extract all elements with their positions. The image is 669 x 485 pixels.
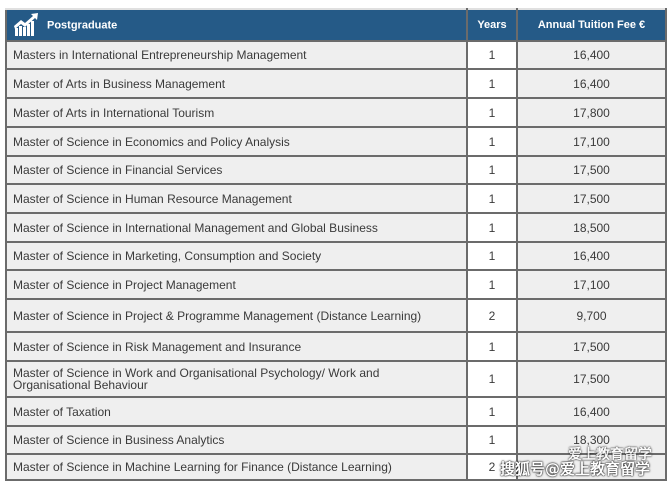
- program-years: 1: [466, 40, 518, 70]
- program-name: Master of Arts in International Tourism: [5, 97, 468, 128]
- table-row: Masters in International Entrepreneurshi…: [5, 40, 667, 70]
- program-fee: 16,400: [516, 68, 667, 99]
- table-row: Master of Science in Business Analytics 1…: [5, 425, 667, 455]
- program-years: 1: [466, 331, 518, 362]
- program-name: Master of Science in Business Analytics: [5, 425, 468, 455]
- table-row: Master of Science in International Manag…: [5, 212, 667, 243]
- program-years: 1: [466, 155, 518, 185]
- program-name: Master of Arts in Business Management: [5, 68, 468, 99]
- program-name: Master of Science in Risk Management and…: [5, 331, 468, 362]
- program-years: 1: [466, 126, 518, 157]
- table-header: Postgraduate Years Annual Tuition Fee €: [5, 8, 667, 42]
- program-years: 2: [466, 453, 518, 481]
- table-row: Master of Science in Project Management 1…: [5, 269, 667, 300]
- program-years: 1: [466, 360, 518, 398]
- table-row: Master of Science in Work and Organisati…: [5, 360, 667, 398]
- table-row: Master of Science in Risk Management and…: [5, 331, 667, 362]
- program-fee: 18,500: [516, 212, 667, 243]
- table-row: Master of Science in Marketing, Consumpt…: [5, 241, 667, 271]
- program-name: Master of Science in Economics and Polic…: [5, 126, 468, 157]
- program-name: Master of Science in Human Resource Mana…: [5, 183, 468, 214]
- program-years: 1: [466, 241, 518, 271]
- table-row: Master of Science in Economics and Polic…: [5, 126, 667, 157]
- program-name: Master of Science in Marketing, Consumpt…: [5, 241, 468, 271]
- header-fee: Annual Tuition Fee €: [516, 8, 667, 42]
- watermark-line2: 搜狐号@爱上教育留学: [500, 460, 651, 478]
- program-years: 1: [466, 212, 518, 243]
- program-name: Master of Science in Machine Learning fo…: [5, 453, 468, 481]
- table-row: Master of Science in Project & Programme…: [5, 298, 667, 333]
- program-fee: 17,100: [516, 126, 667, 157]
- table-row: Master of Taxation 1 16,400: [5, 396, 667, 427]
- program-fee: 16,400: [516, 241, 667, 271]
- header-years: Years: [466, 8, 518, 42]
- header-program-label: Postgraduate: [47, 18, 118, 31]
- program-fee: 17,100: [516, 269, 667, 300]
- program-years: 1: [466, 425, 518, 455]
- program-years: 1: [466, 396, 518, 427]
- program-fee: 9,700: [516, 298, 667, 333]
- program-years: 1: [466, 183, 518, 214]
- program-fee: 17,500: [516, 331, 667, 362]
- table-row: Master of Science in Machine Learning fo…: [5, 453, 667, 481]
- program-years: 1: [466, 97, 518, 128]
- tuition-table: Postgraduate Years Annual Tuition Fee € …: [5, 8, 667, 481]
- program-name: Master of Science in Work and Organisati…: [5, 360, 468, 398]
- program-fee: 17,500: [516, 183, 667, 214]
- watermark-line1: 爱上教育留学: [568, 447, 652, 463]
- program-name: Master of Science in Project & Programme…: [5, 298, 468, 333]
- table-row: Master of Science in Human Resource Mana…: [5, 183, 667, 214]
- program-years: 1: [466, 68, 518, 99]
- table-row: Master of Arts in Business Management 1 16…: [5, 68, 667, 99]
- program-name: Master of Science in Project Management: [5, 269, 468, 300]
- program-name: Master of Science in Financial Services: [5, 155, 468, 185]
- program-years: 2: [466, 298, 518, 333]
- program-fee: 17,500: [516, 360, 667, 398]
- program-fee: 17,500: [516, 155, 667, 185]
- program-fee: 16,400: [516, 396, 667, 427]
- table-row: Master of Science in Financial Services 1…: [5, 155, 667, 185]
- chart-growth-icon: [13, 12, 39, 39]
- header-program: Postgraduate: [5, 8, 468, 42]
- program-fee: [516, 453, 667, 481]
- program-name: Master of Taxation: [5, 396, 468, 427]
- table-row: Master of Arts in International Tourism 1…: [5, 97, 667, 128]
- program-name: Masters in International Entrepreneurshi…: [5, 40, 468, 70]
- program-fee: 18,300: [516, 425, 667, 455]
- program-years: 1: [466, 269, 518, 300]
- program-name: Master of Science in International Manag…: [5, 212, 468, 243]
- program-fee: 16,400: [516, 40, 667, 70]
- program-fee: 17,800: [516, 97, 667, 128]
